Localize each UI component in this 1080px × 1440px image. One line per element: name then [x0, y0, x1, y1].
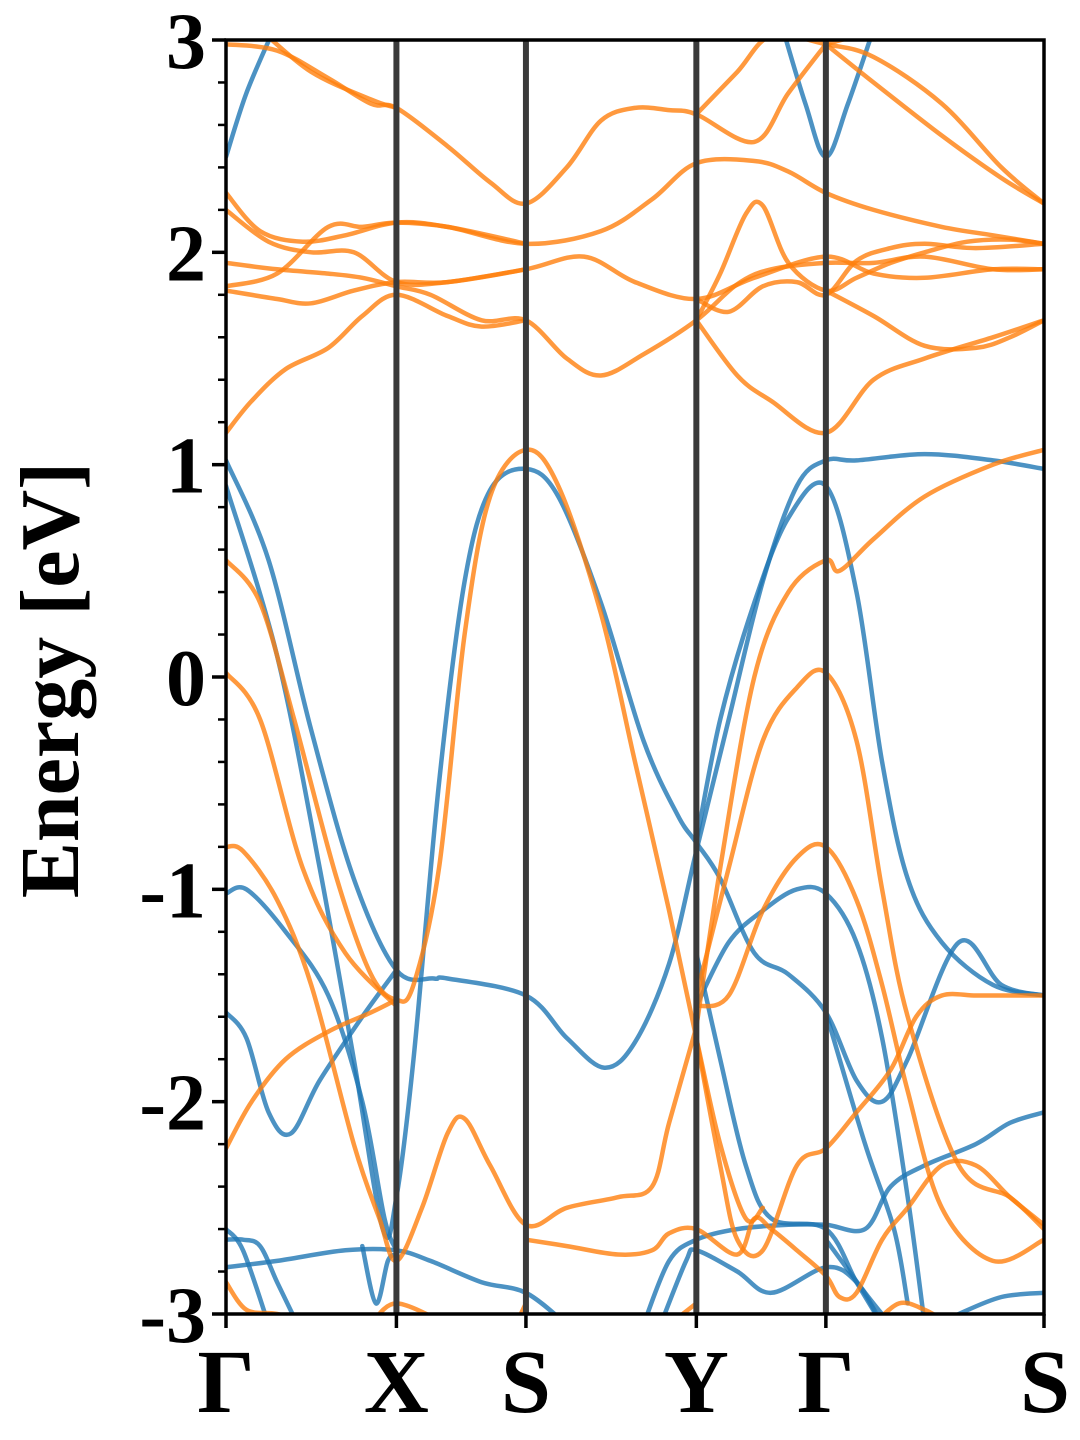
band-line: [694, 841, 1044, 1264]
y-tick-label: 3: [166, 0, 206, 86]
band-line: [226, 670, 399, 1009]
band-line: [823, 288, 1044, 352]
band-line: [226, 447, 766, 1224]
band-line: [226, 967, 399, 1138]
x-tick-label: S: [1020, 1333, 1070, 1432]
y-tick-label: -1: [139, 847, 206, 935]
band-line: [226, 1226, 268, 1314]
band-series-1: [226, 40, 1044, 1314]
band-line: [226, 220, 529, 289]
band-line: [226, 884, 399, 1253]
band-line: [694, 667, 1044, 1232]
band-line: [226, 1236, 295, 1314]
y-axis: -3 -2 -1 0 1 2 3: [139, 0, 226, 1360]
band-line: [694, 199, 1044, 323]
band-line: [226, 843, 699, 1264]
band-line: [226, 997, 399, 1151]
band-line: [226, 156, 1044, 247]
band-line: [226, 207, 1044, 302]
x-tick-label: Γ: [797, 1333, 854, 1432]
band-lines: [226, 40, 1044, 1314]
band-line: [226, 451, 1044, 1070]
band-line: [226, 254, 1044, 378]
y-tick-label: -3: [139, 1272, 206, 1360]
band-series-2: [226, 40, 1044, 1314]
band-line: [662, 1247, 879, 1314]
band-line: [226, 40, 272, 160]
x-tick-label: Y: [664, 1333, 729, 1432]
band-line: [823, 41, 1044, 206]
band-line: [694, 884, 926, 1314]
band-line: [523, 1158, 1044, 1302]
x-tick-label: Γ: [197, 1333, 254, 1432]
band-line: [226, 267, 529, 306]
band-line: [694, 480, 1044, 998]
high-symmetry-lines: [393, 40, 829, 1314]
band-line: [694, 991, 1044, 1259]
y-tick-label: -2: [139, 1060, 206, 1148]
y-tick-label: 1: [166, 423, 206, 511]
band-line: [823, 1010, 910, 1306]
band-line: [645, 1110, 1044, 1314]
band-line: [953, 1290, 1044, 1314]
band-line: [694, 40, 1044, 206]
x-tick-label: S: [501, 1333, 551, 1432]
band-line: [226, 1246, 558, 1314]
band-line: [226, 1279, 286, 1314]
band-line: [268, 40, 399, 111]
y-tick-label: 0: [166, 635, 206, 723]
band-line: [823, 40, 850, 47]
y-tick-label: 2: [166, 210, 206, 298]
band-line: [694, 950, 879, 1314]
band-line: [226, 292, 529, 436]
x-tick-label: X: [364, 1333, 429, 1432]
band-line: [694, 318, 1044, 436]
y-axis-title: Energy [eV]: [4, 462, 97, 898]
